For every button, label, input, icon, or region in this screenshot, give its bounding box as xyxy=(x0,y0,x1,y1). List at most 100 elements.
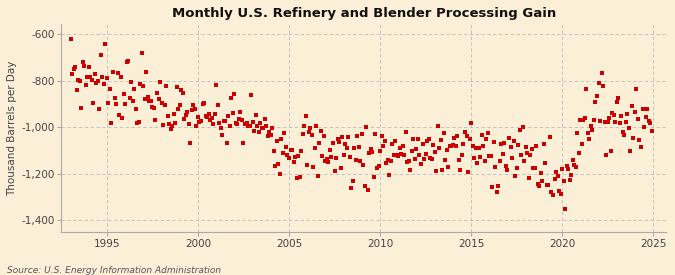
Point xyxy=(332,137,343,141)
Point xyxy=(76,106,86,111)
Point xyxy=(596,71,607,75)
Point xyxy=(308,164,319,169)
Point xyxy=(505,145,516,149)
Point xyxy=(369,175,379,180)
Point xyxy=(77,59,88,64)
Point xyxy=(161,84,171,88)
Point xyxy=(100,41,111,46)
Point xyxy=(384,172,395,177)
Point xyxy=(288,160,299,164)
Point xyxy=(639,125,649,129)
Point xyxy=(350,158,361,163)
Point xyxy=(327,141,338,145)
Point xyxy=(231,121,242,125)
Point xyxy=(136,51,147,56)
Point xyxy=(140,97,151,102)
Point xyxy=(111,101,122,106)
Point xyxy=(462,170,473,175)
Point xyxy=(173,107,184,111)
Point xyxy=(593,81,604,85)
Point xyxy=(282,153,293,158)
Point xyxy=(264,130,275,134)
Point xyxy=(109,96,120,100)
Point xyxy=(396,152,407,157)
Point xyxy=(568,158,578,162)
Point xyxy=(248,128,259,133)
Point xyxy=(142,94,153,99)
Point xyxy=(502,168,513,172)
Point xyxy=(461,134,472,138)
Point xyxy=(475,155,485,160)
Point xyxy=(162,113,173,118)
Point xyxy=(179,116,190,121)
Point xyxy=(297,132,308,136)
Point xyxy=(194,120,205,124)
Point xyxy=(511,166,522,170)
Point xyxy=(229,91,240,96)
Point xyxy=(552,174,563,178)
Point xyxy=(539,142,549,146)
Point xyxy=(155,80,165,84)
Point xyxy=(88,101,99,106)
Point xyxy=(456,153,467,157)
Point xyxy=(585,123,596,128)
Point xyxy=(219,119,230,123)
Point xyxy=(576,141,587,146)
Point xyxy=(516,153,526,157)
Point xyxy=(342,146,352,150)
Point xyxy=(450,144,461,149)
Point xyxy=(499,141,510,145)
Point xyxy=(642,107,653,111)
Point xyxy=(271,138,282,143)
Point xyxy=(167,123,178,128)
Point xyxy=(250,113,261,117)
Point xyxy=(281,145,292,149)
Point xyxy=(246,92,256,97)
Point xyxy=(113,113,124,117)
Point xyxy=(184,122,194,126)
Point xyxy=(95,53,106,57)
Point xyxy=(203,112,214,116)
Point xyxy=(148,106,159,110)
Point xyxy=(557,167,568,171)
Point xyxy=(507,156,518,160)
Point xyxy=(441,148,452,152)
Point xyxy=(152,91,163,95)
Point xyxy=(630,110,641,115)
Point xyxy=(467,144,478,148)
Point xyxy=(360,184,371,189)
Point xyxy=(165,126,176,131)
Point xyxy=(270,164,281,168)
Point xyxy=(581,86,592,91)
Point xyxy=(540,161,551,165)
Point xyxy=(91,80,102,85)
Point xyxy=(610,120,620,125)
Point xyxy=(188,103,199,107)
Point xyxy=(223,113,234,118)
Point xyxy=(153,97,164,101)
Point xyxy=(625,148,636,153)
Point xyxy=(438,131,449,135)
Point xyxy=(566,172,576,177)
Point xyxy=(349,145,360,150)
Point xyxy=(68,67,79,72)
Point xyxy=(132,121,142,125)
Point xyxy=(320,159,331,163)
Point xyxy=(265,133,276,137)
Point xyxy=(501,164,512,168)
Point xyxy=(122,60,132,65)
Point xyxy=(118,92,129,96)
Point xyxy=(355,159,366,164)
Point xyxy=(176,88,187,93)
Point xyxy=(547,193,558,198)
Point xyxy=(549,176,560,181)
Point xyxy=(311,124,322,128)
Point xyxy=(117,116,128,120)
Point xyxy=(446,144,457,148)
Point xyxy=(325,148,335,152)
Point xyxy=(103,101,114,105)
Point xyxy=(367,150,378,155)
Point xyxy=(485,153,496,158)
Point xyxy=(487,185,497,189)
Point xyxy=(455,168,466,172)
